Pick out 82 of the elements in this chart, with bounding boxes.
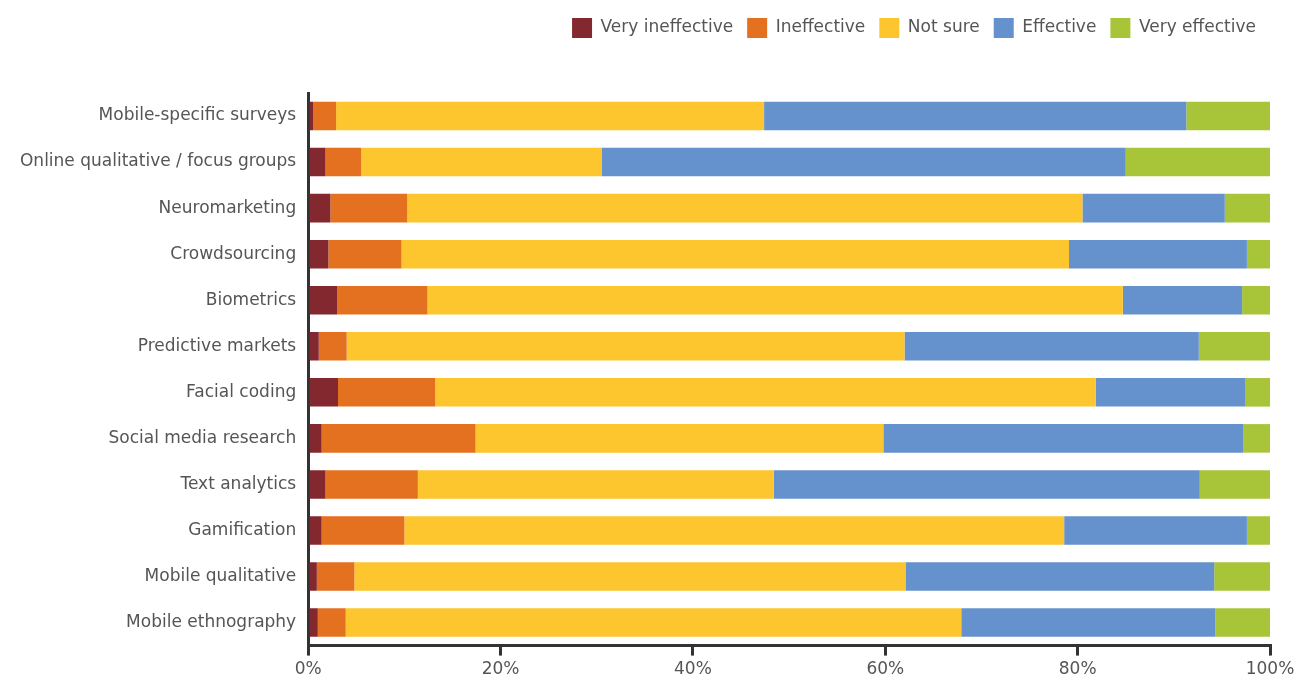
bar (427, 285, 1123, 315)
bar (475, 424, 884, 453)
bar (1122, 285, 1243, 315)
legend-label: Ineffective (775, 16, 866, 37)
y-tick-label: Mobile ethnography (126, 611, 297, 631)
y-tick-label: Mobile-specific surveys (98, 104, 297, 125)
bar (321, 516, 405, 545)
y-tick-label: Mobile qualitative (144, 564, 297, 585)
bar (325, 470, 418, 499)
y-tick-label: Biometrics (205, 288, 297, 309)
x-tick-label: 80% (1058, 658, 1097, 679)
bar (883, 424, 1244, 453)
bar (309, 193, 331, 223)
x-tick-label: 60% (866, 658, 905, 679)
bar (354, 562, 906, 591)
bar (1125, 147, 1270, 177)
bar (1082, 193, 1225, 223)
bar (773, 470, 1200, 499)
y-tick-label: Facial coding (186, 380, 297, 401)
bar (764, 101, 1187, 131)
y-tick-label: Online qualitative / focus groups (19, 150, 297, 171)
bar (1186, 101, 1270, 131)
bar (345, 608, 962, 637)
bar (309, 516, 322, 545)
bar (309, 424, 322, 453)
x-tick-label: 0% (294, 658, 322, 679)
bar (346, 332, 905, 361)
bar (1064, 516, 1247, 545)
bar (316, 562, 355, 591)
bar (309, 147, 326, 177)
bar (1224, 193, 1270, 223)
bar (1214, 562, 1270, 591)
bar (407, 193, 1083, 223)
bar (1215, 608, 1270, 637)
x-tick-label: 40% (674, 658, 712, 679)
bar (328, 239, 402, 269)
y-tick-label: Text analytics (179, 472, 297, 493)
bar (905, 562, 1215, 591)
legend-label: Very effective (1138, 16, 1256, 37)
bar (317, 608, 346, 637)
bar (309, 562, 317, 591)
bar (338, 378, 436, 407)
bar (309, 608, 318, 637)
bar (1246, 239, 1270, 269)
bar (361, 147, 602, 177)
bar (313, 101, 337, 131)
bar (309, 378, 339, 407)
bar (904, 332, 1199, 361)
legend-label: Very ineffective (600, 16, 734, 37)
bar (1244, 378, 1270, 407)
bar (309, 239, 329, 269)
bar (401, 239, 1069, 269)
bar (1095, 378, 1245, 407)
bar (337, 285, 428, 315)
legend-label: Not sure (907, 16, 980, 37)
bar (961, 608, 1216, 637)
bar (417, 470, 774, 499)
x-tick-label: 100% (1245, 658, 1295, 679)
bar (309, 332, 319, 361)
x-tick-label: 20% (481, 658, 520, 679)
bar (318, 332, 347, 361)
bar (1243, 424, 1270, 453)
y-tick-label: Neuromarketing (158, 196, 297, 217)
bar (1199, 470, 1270, 499)
bar (404, 516, 1065, 545)
bar (1246, 516, 1270, 545)
y-tick-label: Crowdsourcing (170, 242, 297, 263)
y-tick-label: Social media research (108, 426, 297, 447)
bar (309, 285, 338, 315)
bar (336, 101, 765, 131)
bar (1068, 239, 1247, 269)
legend-label: Effective (1022, 16, 1097, 37)
bar (601, 147, 1126, 177)
bar (309, 470, 326, 499)
bar (1198, 332, 1270, 361)
bar (321, 424, 476, 453)
y-tick-label: Predictive markets (137, 334, 297, 355)
bar (325, 147, 362, 177)
bar (1242, 285, 1270, 315)
bar (330, 193, 408, 223)
bar (435, 378, 1096, 407)
y-tick-label: Gamification (188, 518, 297, 539)
